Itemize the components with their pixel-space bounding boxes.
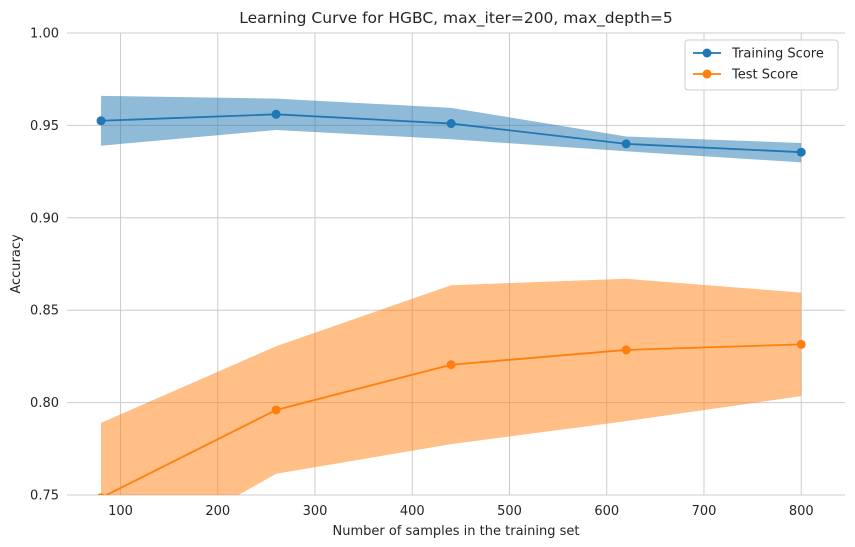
chart-title: Learning Curve for HGBC, max_iter=200, m… [239, 9, 673, 28]
test-score-legend-label: Test Score [731, 68, 798, 83]
y-tick-label: 0.80 [30, 396, 59, 411]
test-score-band [101, 278, 802, 495]
y-tick-label: 0.95 [30, 119, 59, 134]
y-tick-label: 0.85 [30, 304, 59, 319]
training-score-point [446, 119, 456, 129]
x-tick-label: 300 [303, 504, 328, 519]
x-tick-label: 700 [692, 504, 717, 519]
legend: Training Score Test Score [684, 39, 839, 91]
y-tick-label: 0.75 [30, 489, 59, 504]
test-score-point [97, 493, 105, 495]
y-axis-label: Accuracy [9, 234, 24, 294]
x-axis-label: Number of samples in the training set [333, 524, 580, 539]
x-tick-label: 200 [205, 504, 230, 519]
test-score-point [621, 345, 631, 355]
training-score-legend-marker [702, 48, 712, 58]
training-score-point [271, 109, 281, 119]
test-score-point [271, 405, 281, 415]
training-score-legend-label: Training Score [731, 47, 824, 62]
test-score-point [446, 360, 456, 370]
training-score-point [621, 139, 631, 149]
test-score-legend-marker [702, 69, 712, 79]
series-lines [96, 109, 806, 495]
y-tick-label: 0.90 [30, 211, 59, 226]
x-tick-label: 100 [108, 504, 133, 519]
x-tick-label: 600 [594, 504, 619, 519]
x-tick-label: 400 [400, 504, 425, 519]
x-tick-label: 500 [497, 504, 522, 519]
training-score-point [796, 147, 806, 157]
training-score-point [96, 116, 106, 126]
test-score-point [796, 339, 806, 349]
legend-box [684, 39, 839, 91]
x-tick-label: 800 [789, 504, 814, 519]
x-tick-labels: 100 200 300 400 500 600 700 800 [108, 504, 814, 519]
y-tick-labels: 0.75 0.80 0.85 0.90 0.95 1.00 [30, 27, 59, 504]
y-tick-label: 1.00 [30, 27, 59, 42]
